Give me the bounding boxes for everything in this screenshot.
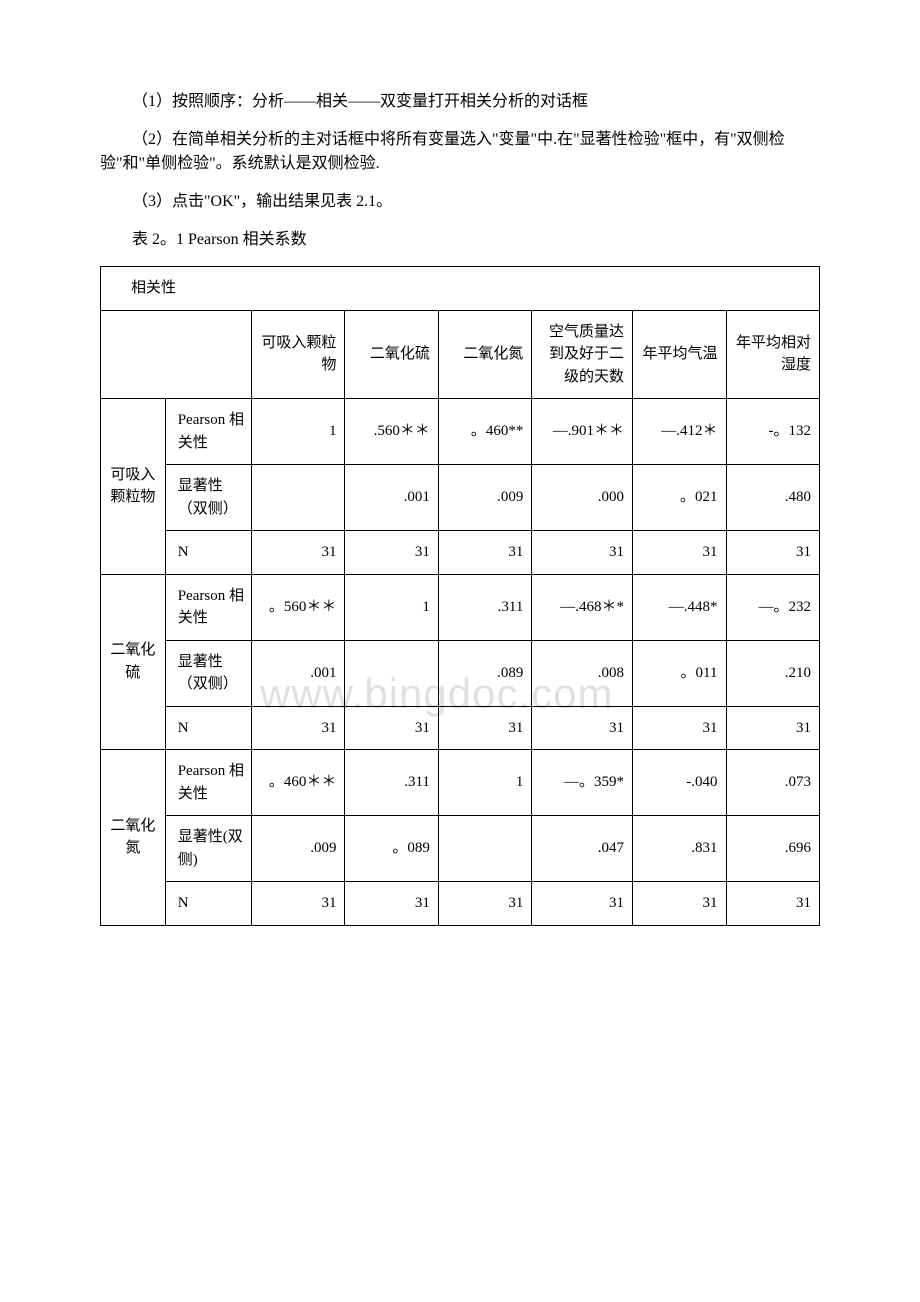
cell: —。232 (726, 574, 820, 640)
cell: .311 (438, 574, 531, 640)
rowvar-1: 可吸入颗粒物 (101, 399, 166, 575)
table-row: N 31 31 31 31 31 31 (101, 706, 820, 750)
cell: 31 (438, 706, 531, 750)
rowvar-3: 二氧化氮 (101, 750, 166, 926)
cell: .696 (726, 816, 820, 882)
header-v2: 二氧化硫 (345, 310, 438, 399)
table-row: 二氧化硫 Pearson 相关性 。560＊＊ 1 .311 —.468＊* —… (101, 574, 820, 640)
cell (345, 640, 438, 706)
cell: 。021 (633, 465, 726, 531)
header-v4: 空气质量达到及好于二级的天数 (532, 310, 633, 399)
cell: —.901＊＊ (532, 399, 633, 465)
cell: 31 (633, 531, 726, 575)
stat-n: N (165, 531, 251, 575)
correlation-table: 相关性 可吸入颗粒物 二氧化硫 二氧化氮 空气质量达到及好于二级的天数 年平均气… (100, 266, 820, 926)
cell: .073 (726, 750, 820, 816)
cell: .008 (532, 640, 633, 706)
paragraph-step-1: （1）按照顺序：分析——相关——双变量打开相关分析的对话框 (100, 90, 820, 114)
stat-n: N (165, 706, 251, 750)
header-v6: 年平均相对湿度 (726, 310, 820, 399)
table-caption: 表 2。1 Pearson 相关系数 (100, 228, 820, 252)
cell: 1 (438, 750, 531, 816)
stat-sig: 显著性(双侧) (165, 816, 251, 882)
cell: 31 (438, 882, 531, 926)
cell: .311 (345, 750, 438, 816)
table-row: 可吸入颗粒物 Pearson 相关性 1 .560＊＊ 。460** —.901… (101, 399, 820, 465)
paragraph-step-3: （3）点击"OK"，输出结果见表 2.1。 (100, 190, 820, 214)
cell: 31 (345, 706, 438, 750)
cell: 31 (251, 706, 344, 750)
cell: 。011 (633, 640, 726, 706)
cell: 31 (633, 882, 726, 926)
cell: 31 (532, 882, 633, 926)
table-title: 相关性 (101, 267, 820, 311)
cell: .210 (726, 640, 820, 706)
stat-pearson: Pearson 相关性 (165, 399, 251, 465)
stat-pearson: Pearson 相关性 (165, 750, 251, 816)
cell: 31 (726, 882, 820, 926)
cell: 31 (438, 531, 531, 575)
cell: -.040 (633, 750, 726, 816)
cell: 1 (251, 399, 344, 465)
cell: 31 (532, 706, 633, 750)
table-title-row: 相关性 (101, 267, 820, 311)
header-v3: 二氧化氮 (438, 310, 531, 399)
cell: 31 (251, 882, 344, 926)
cell: —.448* (633, 574, 726, 640)
cell: 31 (726, 706, 820, 750)
table-row: 显著性(双侧) .009 。089 .047 .831 .696 (101, 816, 820, 882)
cell: —.468＊* (532, 574, 633, 640)
table-row: 显著性（双侧） .001 .009 .000 。021 .480 (101, 465, 820, 531)
cell: 。460＊＊ (251, 750, 344, 816)
cell: 31 (633, 706, 726, 750)
cell: .009 (438, 465, 531, 531)
table-row: 显著性（双侧） .001 .089 .008 。011 .210 (101, 640, 820, 706)
rowvar-2: 二氧化硫 (101, 574, 166, 750)
stat-sig: 显著性（双侧） (165, 640, 251, 706)
cell: 1 (345, 574, 438, 640)
table-row: N 31 31 31 31 31 31 (101, 531, 820, 575)
cell (438, 816, 531, 882)
cell: 。089 (345, 816, 438, 882)
cell: —.412＊ (633, 399, 726, 465)
cell: -。132 (726, 399, 820, 465)
cell: 。560＊＊ (251, 574, 344, 640)
cell: 。460** (438, 399, 531, 465)
cell: 31 (345, 882, 438, 926)
table-header-row: 可吸入颗粒物 二氧化硫 二氧化氮 空气质量达到及好于二级的天数 年平均气温 年平… (101, 310, 820, 399)
cell: .000 (532, 465, 633, 531)
stat-pearson: Pearson 相关性 (165, 574, 251, 640)
cell: .001 (345, 465, 438, 531)
cell: .560＊＊ (345, 399, 438, 465)
header-v5: 年平均气温 (633, 310, 726, 399)
paragraph-step-2: （2）在简单相关分析的主对话框中将所有变量选入"变量"中.在"显著性检验"框中，… (100, 128, 820, 176)
cell: 31 (726, 531, 820, 575)
cell: .001 (251, 640, 344, 706)
stat-n: N (165, 882, 251, 926)
cell: —。359* (532, 750, 633, 816)
header-empty (101, 310, 252, 399)
cell: 31 (251, 531, 344, 575)
cell: 31 (345, 531, 438, 575)
table-row: 二氧化氮 Pearson 相关性 。460＊＊ .311 1 —。359* -.… (101, 750, 820, 816)
cell (251, 465, 344, 531)
cell: .831 (633, 816, 726, 882)
table-row: N 31 31 31 31 31 31 (101, 882, 820, 926)
header-v1: 可吸入颗粒物 (251, 310, 344, 399)
stat-sig: 显著性（双侧） (165, 465, 251, 531)
cell: .009 (251, 816, 344, 882)
cell: .480 (726, 465, 820, 531)
cell: .089 (438, 640, 531, 706)
cell: 31 (532, 531, 633, 575)
cell: .047 (532, 816, 633, 882)
